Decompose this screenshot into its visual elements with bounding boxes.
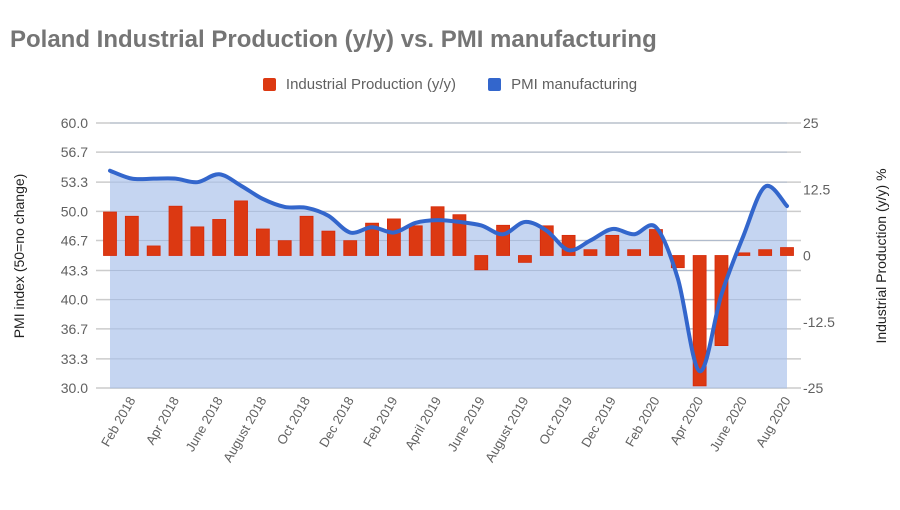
x-tick-label: Feb 2019 <box>360 394 400 449</box>
bar-june-2019 <box>474 255 489 271</box>
bar-august-2019 <box>518 255 532 263</box>
right-axis-title: Industrial Production (y/y) % <box>873 168 889 343</box>
legend-swatch <box>262 78 276 91</box>
legend-label: Industrial Production (y/y) <box>285 76 456 93</box>
x-tick-label: Apr 2020 <box>667 394 706 447</box>
x-tick-label: Oct 2018 <box>274 394 313 447</box>
left-tick-label: 40.0 <box>61 292 88 308</box>
left-tick-label: 50.0 <box>61 203 88 219</box>
x-tick-label: Oct 2019 <box>536 394 575 447</box>
x-tick-label: Feb 2020 <box>622 394 662 449</box>
right-tick-label: 25 <box>803 115 819 131</box>
x-tick-label: Aug 2020 <box>753 394 794 450</box>
bar-april-2019 <box>430 206 445 256</box>
right-tick-label: 12.5 <box>803 181 830 197</box>
legend-swatch <box>488 78 502 91</box>
left-tick-label: 33.3 <box>61 351 88 367</box>
bar-nov-2019 <box>583 249 598 256</box>
bar-feb-2019 <box>387 218 401 256</box>
bar-jan-2018 <box>103 211 117 256</box>
x-tick-label: June 2020 <box>707 394 750 454</box>
bar-apr-2020 <box>692 255 707 387</box>
right-tick-label: -25 <box>803 380 823 396</box>
x-tick-label: August 2018 <box>220 394 269 465</box>
bar-jul-2020 <box>758 249 773 256</box>
left-tick-label: 30.0 <box>61 380 88 396</box>
pmi-area <box>110 170 787 388</box>
x-tick-label: June 2019 <box>444 394 487 454</box>
x-tick-label: April 2019 <box>402 394 444 452</box>
bar-oct-2018 <box>299 215 314 256</box>
bar-apr-2018 <box>168 205 183 256</box>
x-tick-label: August 2019 <box>482 394 531 465</box>
legend-item-pmi[interactable]: PMI manufacturing <box>488 76 637 93</box>
legend-item-industrial-production[interactable]: Industrial Production (y/y) <box>262 76 456 93</box>
bar-nov-2018 <box>321 230 336 256</box>
x-tick-label: Feb 2018 <box>98 394 138 449</box>
bar-may-2019 <box>452 214 467 256</box>
pmi-line <box>108 168 789 374</box>
x-tick-label: Apr 2018 <box>143 394 182 447</box>
left-tick-label: 36.7 <box>61 321 88 337</box>
x-tick-label: Dec 2018 <box>316 394 357 450</box>
left-axis-title: PMI index (50=no change) <box>11 174 27 339</box>
bar-june-2018 <box>212 219 227 256</box>
left-tick-label: 53.3 <box>61 174 88 190</box>
bar-sep-2018 <box>277 240 292 256</box>
bar-jan-2019 <box>365 222 379 256</box>
bar-dec-2019 <box>605 234 620 256</box>
bar-may-2018 <box>190 226 205 256</box>
x-tick-label: June 2018 <box>182 394 225 454</box>
left-tick-label: 60.0 <box>61 115 88 131</box>
bar-jul-2019 <box>496 224 510 256</box>
right-tick-label: -12.5 <box>803 314 835 330</box>
chart-title: Poland Industrial Production (y/y) vs. P… <box>10 26 657 53</box>
bar-feb-2018 <box>124 215 139 256</box>
bar-aug-2020 <box>780 247 794 256</box>
legend-label: PMI manufacturing <box>511 76 638 93</box>
bar-jul-2018 <box>234 200 248 256</box>
left-tick-label: 43.3 <box>61 263 88 279</box>
bar-mar-2019 <box>408 225 423 256</box>
left-tick-label: 56.7 <box>61 144 88 160</box>
bar-dec-2018 <box>343 240 358 256</box>
bar-jan-2020 <box>627 249 642 256</box>
bar-august-2018 <box>255 228 270 256</box>
legend: Industrial Production (y/y) PMI manufact… <box>0 76 900 95</box>
right-tick-label: 0 <box>803 248 811 264</box>
bar-mar-2018 <box>146 245 161 256</box>
bar-june-2020 <box>736 252 751 256</box>
left-tick-label: 46.7 <box>61 232 88 248</box>
x-tick-label: Dec 2019 <box>578 394 619 450</box>
